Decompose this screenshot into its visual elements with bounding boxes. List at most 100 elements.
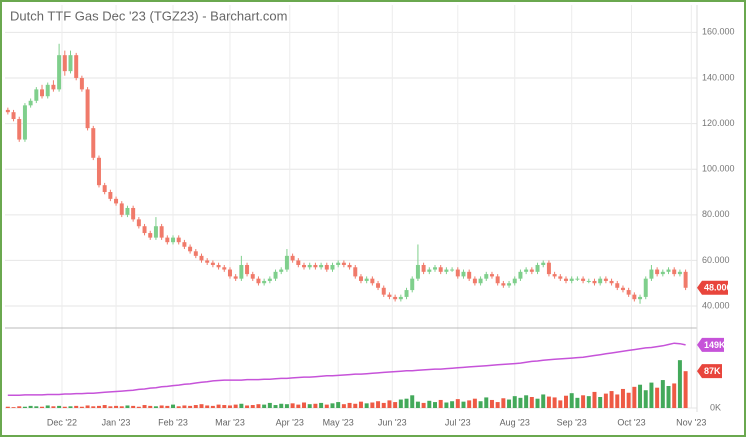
x-tick-label: Sep '23 (557, 417, 587, 427)
volume-bar (546, 396, 551, 408)
volume-bar (5, 406, 10, 408)
candle-body (495, 276, 500, 284)
price-tag (697, 337, 724, 352)
volume-bar (609, 391, 614, 408)
volume-bar (91, 406, 96, 408)
x-tick-label: Jul '23 (445, 417, 471, 427)
candle-body (444, 269, 449, 272)
volume-bar (683, 371, 688, 408)
candle-body (376, 283, 381, 288)
x-tick-label: Apr '23 (276, 417, 304, 427)
candle-body (188, 246, 193, 252)
candle-body (233, 276, 238, 279)
price-tag-label: 48.006 (704, 283, 732, 293)
candle-body (381, 287, 386, 295)
volume-bar (478, 401, 483, 408)
candle-body (427, 269, 432, 272)
candle-body (51, 84, 56, 90)
candle-body (182, 242, 187, 247)
candle-body (125, 207, 130, 215)
volume-bar (655, 387, 660, 408)
candle-body (22, 105, 27, 140)
candle-body (45, 84, 50, 97)
volume-bar (62, 406, 67, 408)
volume-bar (564, 395, 568, 408)
volume-bar (592, 391, 597, 408)
candle-body (558, 276, 563, 279)
candle-body (655, 269, 660, 275)
volume-bar (438, 399, 443, 408)
volume-bar (410, 395, 415, 408)
volume-bar (11, 407, 16, 408)
candle-body (336, 262, 341, 265)
volume-bar (455, 399, 460, 408)
candle-body (450, 269, 455, 271)
volume-bar (393, 402, 398, 408)
volume-bar (102, 405, 107, 408)
volume-bar (114, 405, 119, 408)
volume-bar (666, 385, 671, 408)
volume-bar (632, 386, 637, 408)
candle-body (85, 89, 90, 129)
candle-body (472, 278, 477, 284)
grid (5, 5, 697, 409)
candle-body (484, 274, 489, 279)
volume-bar (199, 404, 204, 408)
volume-bar (290, 403, 295, 408)
volume-bar (552, 397, 557, 408)
volume-bar (210, 405, 215, 408)
x-tick-label: Oct '23 (617, 417, 645, 427)
candle-body (632, 294, 637, 300)
candle-body (40, 89, 45, 97)
y-tick-label: 60.000 (702, 255, 730, 265)
volume-bar (575, 397, 580, 408)
volume-bar (250, 405, 255, 408)
volume-bar (182, 405, 187, 408)
candle-body (535, 264, 540, 272)
candle-body (529, 269, 534, 272)
volume-bar (649, 382, 654, 408)
candle-body (683, 271, 688, 288)
volume-bar (148, 405, 153, 408)
volume-bar (227, 405, 232, 408)
volume-bar (427, 400, 432, 408)
volume-bar (489, 399, 494, 408)
volume-bar (569, 393, 574, 408)
volume-bar (444, 402, 449, 408)
candle-body (148, 233, 153, 238)
volume-bar (620, 388, 625, 408)
candle-body (176, 237, 181, 243)
candle-body (660, 271, 665, 275)
candle-body (313, 264, 318, 268)
volume-bar (131, 405, 136, 408)
candle-body (28, 100, 33, 106)
candle-body (222, 267, 227, 270)
candle-body (410, 278, 415, 291)
candle-body (524, 269, 529, 272)
volume-bar (193, 405, 198, 408)
volume-bar (558, 400, 563, 408)
volume-bar (17, 406, 22, 408)
candle-body (615, 283, 620, 288)
x-tick-label: Mar '23 (215, 417, 245, 427)
volume-bar (518, 397, 523, 408)
volume-bar (119, 406, 124, 408)
candle-body (131, 207, 136, 220)
candle-body (353, 267, 358, 277)
volume-bar (125, 405, 130, 408)
candle-body (461, 271, 466, 277)
volume-bar (507, 399, 512, 408)
volume-bar (68, 406, 73, 408)
candle-body (478, 278, 483, 284)
x-tick-label: Jun '23 (378, 417, 407, 427)
candle-body (302, 264, 307, 268)
candle-body (598, 278, 603, 284)
volume-bar (79, 406, 84, 408)
volume-bar (433, 402, 438, 408)
volume-bar (188, 405, 193, 408)
volume-bar (205, 405, 210, 408)
volume-bar (273, 405, 278, 408)
y-tick-label: 160.000 (702, 27, 735, 37)
